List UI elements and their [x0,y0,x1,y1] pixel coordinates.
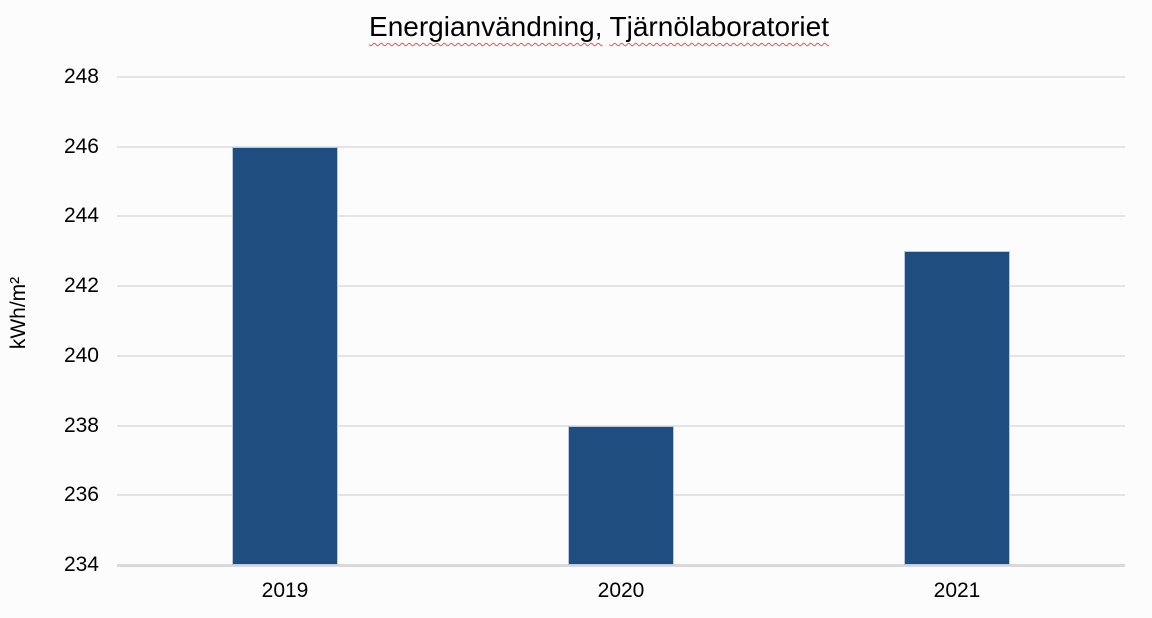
x-axis-baseline [117,564,1125,567]
y-tick-label: 242 [63,274,99,298]
bar-2019 [232,146,338,565]
gridline [117,354,1125,357]
chart-title: Energianvändning, Tjärnölaboratoriet [46,10,1152,44]
x-tick-label: 2021 [933,579,981,602]
chart-title-word: Tjärnölaboratoriet [609,11,829,42]
bar-2021 [904,251,1010,565]
chart-title-word: Energianvändning, [369,11,603,42]
y-tick-label: 238 [63,413,99,437]
gridline [117,76,1125,78]
y-tick-label: 236 [63,483,99,507]
gridline [117,285,1125,288]
y-tick-label: 244 [63,204,99,228]
y-tick-label: 246 [63,134,99,158]
y-tick-label: 248 [63,65,99,88]
gridline [117,145,1125,148]
x-tick-label: 2019 [261,579,309,602]
bar-2020 [568,425,674,565]
x-tick-label: 2020 [597,579,645,602]
y-tick-label: 240 [63,343,99,367]
y-tick-label: 234 [63,553,99,576]
gridline [117,215,1125,218]
